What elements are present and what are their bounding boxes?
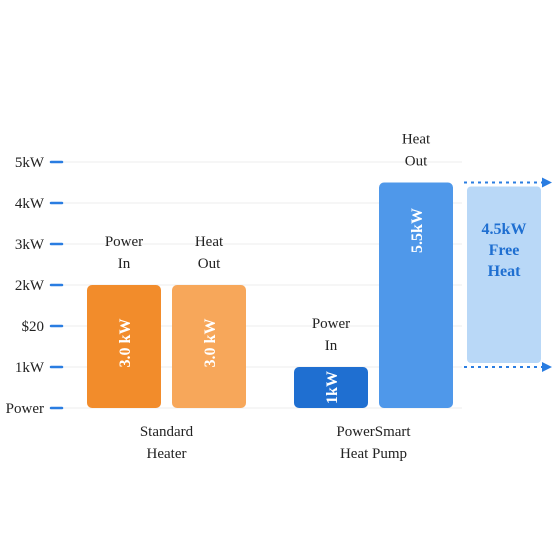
- y-tick-label: 5kW: [15, 155, 45, 171]
- group-label: Heater: [147, 446, 187, 462]
- group-label: PowerSmart: [336, 424, 411, 440]
- bar: [172, 285, 246, 408]
- y-tick-label: 3kW: [15, 237, 45, 253]
- y-tick-label: 1kW: [15, 360, 45, 376]
- group-label: Heat Pump: [340, 446, 407, 462]
- free-heat-label: Heat: [488, 263, 522, 280]
- y-tick-label: 2kW: [15, 278, 45, 294]
- bar-top-label: Power: [312, 316, 350, 332]
- bar: [87, 285, 161, 408]
- bar-top-label: In: [118, 256, 131, 272]
- bar-top-label: Heat: [402, 132, 431, 148]
- free-heat-box: [467, 186, 541, 363]
- bar-value-label: 5.5kW: [409, 208, 426, 253]
- arrow-head-icon: [542, 362, 552, 372]
- bar-top-label: In: [325, 338, 338, 354]
- bar-value-label: 3.0 kW: [117, 319, 134, 368]
- bar-value-label: 1kW: [324, 371, 341, 404]
- y-axis: Power 1kW $20 2kW 3kW 4kW 5kW: [6, 155, 64, 417]
- bar-top-label: Out: [198, 256, 221, 272]
- arrow-head-icon: [542, 177, 552, 188]
- y-tick-label: $20: [22, 319, 45, 335]
- group-label: Standard: [140, 424, 194, 440]
- free-heat-label: Free: [489, 242, 520, 259]
- bar: [379, 182, 453, 408]
- y-tick-label: 4kW: [15, 196, 45, 212]
- bar-value-label: 3.0 kW: [202, 319, 219, 368]
- bars: 3.0 kW 3.0 kW 1kW 5.5kW: [87, 182, 453, 408]
- group-labels: Power In Heat Out Standard Heater Power In Heat O…: [105, 132, 431, 463]
- y-tick-label: Power: [6, 401, 44, 417]
- bar-top-label: Out: [405, 154, 428, 170]
- bar: [294, 367, 368, 408]
- free-heat-label: 4.5kW: [482, 221, 527, 238]
- bar-top-label: Power: [105, 234, 143, 250]
- bar-top-label: Heat: [195, 234, 224, 250]
- free-heat-annotation: 4.5kW Free Heat: [464, 177, 552, 372]
